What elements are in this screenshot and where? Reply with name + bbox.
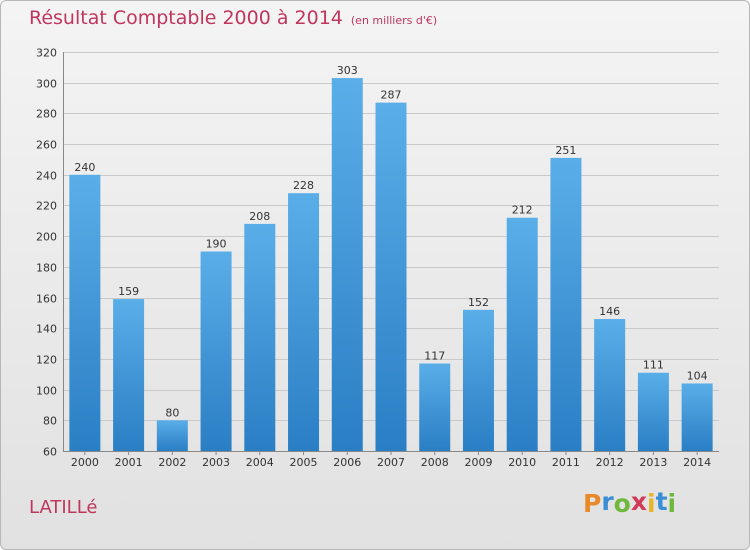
- logo-letter: i: [647, 489, 656, 518]
- bar-2011: [550, 157, 582, 451]
- x-tick-label: 2014: [683, 456, 711, 469]
- x-tick-label: 2001: [115, 456, 143, 469]
- x-tick-label: 2005: [290, 456, 318, 469]
- y-tick-label: 260: [36, 139, 57, 152]
- x-tick-label: 2011: [552, 456, 580, 469]
- value-label: 190: [206, 238, 227, 251]
- y-tick-label: 320: [36, 47, 57, 60]
- y-tick-label: 60: [43, 446, 57, 459]
- value-label: 251: [555, 144, 576, 157]
- y-tick-label: 200: [36, 231, 57, 244]
- bar-2014: [681, 383, 713, 451]
- x-tick-label: 2007: [377, 456, 405, 469]
- bar-2012: [594, 319, 626, 451]
- x-tick-label: 2010: [508, 456, 536, 469]
- y-tick-label: 120: [36, 354, 57, 367]
- proxiti-logo: Proxiti: [583, 487, 677, 518]
- y-tick-label: 280: [36, 108, 57, 121]
- x-tick-label: 2009: [464, 456, 492, 469]
- bar-2008: [419, 363, 451, 451]
- x-tick-label: 2008: [421, 456, 449, 469]
- bar-2000: [69, 174, 101, 451]
- logo-letter: o: [613, 489, 631, 518]
- bar-2013: [637, 372, 669, 451]
- bar-2006: [331, 78, 363, 451]
- logo-letter: r: [601, 487, 614, 516]
- value-label: 80: [165, 406, 179, 419]
- y-tick-label: 140: [36, 323, 57, 336]
- x-tick-label: 2003: [202, 456, 230, 469]
- y-tick-label: 160: [36, 293, 57, 306]
- value-label: 208: [249, 210, 270, 223]
- logo-letter: i: [667, 489, 677, 518]
- y-tick-label: 100: [36, 385, 57, 398]
- y-tick-label: 300: [36, 78, 57, 91]
- x-tick-label: 2002: [158, 456, 186, 469]
- x-tick-label: 2006: [333, 456, 361, 469]
- bar-2003: [200, 251, 232, 451]
- y-tick-label: 240: [36, 170, 57, 183]
- value-label: 287: [381, 89, 402, 102]
- y-tick-label: 220: [36, 200, 57, 213]
- value-label: 111: [643, 359, 664, 372]
- bar-2001: [113, 299, 145, 451]
- bar-2004: [244, 223, 276, 451]
- logo-letter: x: [630, 487, 647, 516]
- commune-name: LATILLé: [29, 497, 98, 518]
- bar-2007: [375, 102, 407, 452]
- chart-title: Résultat Comptable 2000 à 2014 (en millie…: [29, 7, 437, 29]
- y-tick-label: 80: [43, 415, 57, 428]
- bar-2009: [462, 309, 494, 451]
- value-label: 117: [424, 350, 445, 363]
- value-label: 240: [74, 161, 95, 174]
- logo-letter: P: [583, 489, 602, 518]
- x-tick-label: 2012: [596, 456, 624, 469]
- bar-2005: [288, 193, 320, 451]
- x-tick-label: 2013: [639, 456, 667, 469]
- value-label: 228: [293, 179, 314, 192]
- chart-title-text: Résultat Comptable 2000 à 2014: [29, 7, 343, 29]
- y-tick-label: 180: [36, 262, 57, 275]
- value-label: 152: [468, 296, 489, 309]
- x-tick-label: 2000: [71, 456, 99, 469]
- logo-letter: t: [655, 487, 668, 516]
- value-label: 159: [118, 285, 139, 298]
- unit-label: (en milliers d'€): [350, 14, 438, 27]
- value-label: 212: [512, 204, 533, 217]
- value-label: 303: [337, 64, 358, 77]
- value-label: 104: [687, 369, 708, 382]
- x-tick-label: 2004: [246, 456, 274, 469]
- bar-2002: [156, 420, 188, 451]
- bar-2010: [506, 217, 538, 451]
- value-label: 146: [599, 305, 620, 318]
